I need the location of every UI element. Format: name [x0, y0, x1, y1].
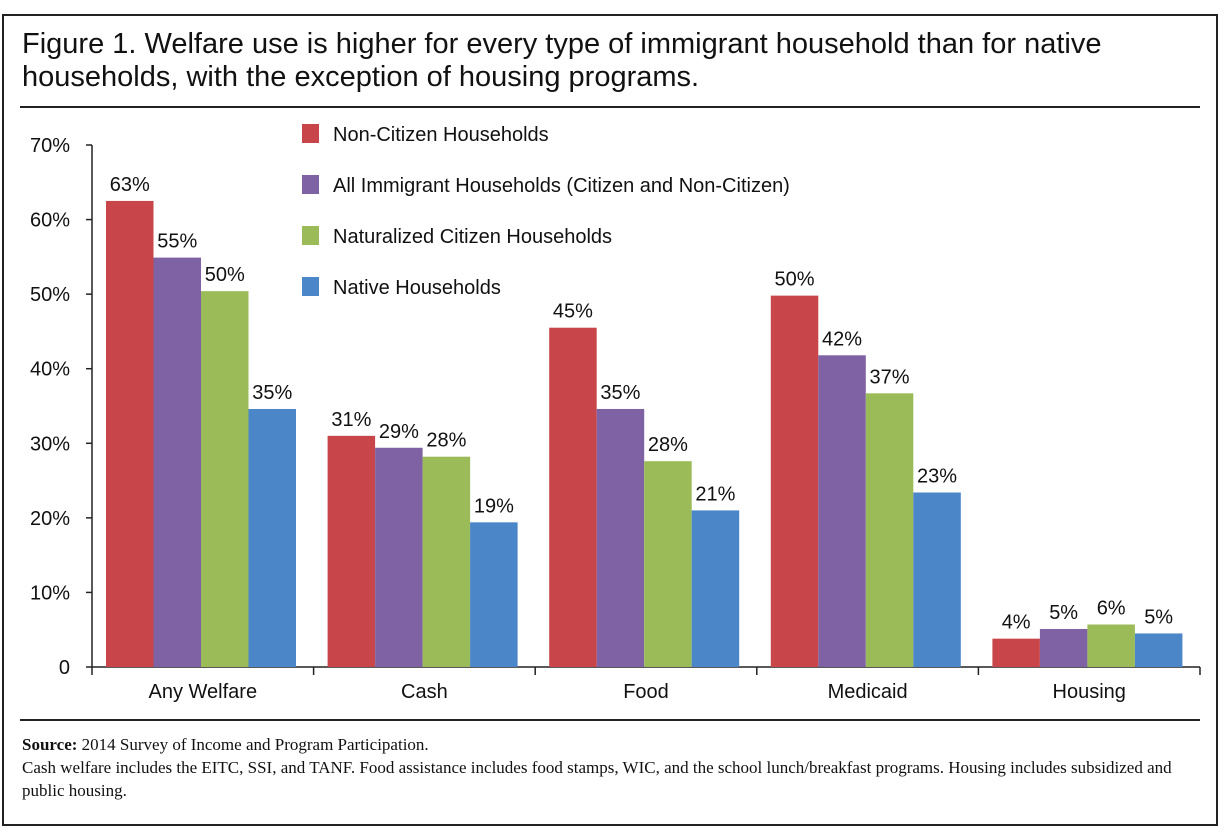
bar-value-label: 21% [695, 483, 735, 505]
legend-label: Non-Citizen Households [333, 124, 549, 146]
bar-value-label: 50% [205, 264, 245, 286]
bar [1087, 624, 1135, 667]
bar-value-label: 50% [775, 269, 815, 291]
bar-value-label: 6% [1097, 597, 1126, 619]
y-axis: 0 10% 20% 30% 40% 50% 60% 70% [30, 135, 93, 679]
legend-label: All Immigrant Households (Citizen and No… [333, 175, 790, 197]
bar [596, 408, 645, 667]
bar [106, 200, 154, 667]
bar [1134, 633, 1183, 667]
bar-value-label: 28% [426, 430, 466, 452]
bar [153, 257, 201, 667]
legend-swatch [302, 226, 319, 245]
y-tick-label: 30% [30, 433, 70, 455]
legend-label: Naturalized Citizen Households [333, 226, 612, 248]
bar [913, 492, 961, 667]
bar [422, 456, 471, 667]
source-label: Source: [22, 735, 78, 754]
source-rule [20, 719, 1200, 721]
x-axis: Any Welfare Cash Food Medicaid Housing [91, 666, 1201, 703]
y-tick-label: 50% [30, 284, 70, 306]
definitions-note: Cash welfare includes the EITC, SSI, and… [22, 758, 1172, 800]
legend-swatch [302, 124, 319, 143]
bar-labels: 63% 31% 45% 50% 4% 55% 29% 35% 42% 5% 50% 28% 28% 37%… [110, 174, 1174, 634]
bar-value-label: 31% [331, 409, 371, 431]
bar [992, 638, 1040, 667]
bar-chart: 0 10% 20% 30% 40% 50% 60% 70% Any Welfare Cash Fo… [30, 124, 1201, 703]
y-tick-label: 20% [30, 508, 70, 530]
legend-label: Native Households [333, 277, 501, 299]
bar-value-label: 5% [1049, 602, 1078, 624]
x-tick-label: Housing [1053, 681, 1126, 703]
bar-value-label: 55% [157, 231, 197, 253]
bar [818, 355, 866, 667]
bar [375, 447, 423, 667]
bar-value-label: 63% [110, 174, 150, 196]
bars [106, 200, 1183, 667]
bar [549, 327, 597, 667]
bar [644, 461, 692, 667]
x-tick-label: Medicaid [828, 681, 908, 703]
bar-value-label: 5% [1144, 606, 1173, 628]
bar [470, 522, 518, 667]
bar-value-label: 37% [870, 366, 910, 388]
y-tick-label: 10% [30, 582, 70, 604]
legend-swatch [302, 277, 319, 296]
figure-title: Figure 1. Welfare use is higher for ever… [22, 28, 1102, 93]
bar [1039, 628, 1088, 667]
y-tick-label: 0 [59, 657, 70, 679]
legend-swatch [302, 175, 319, 194]
x-tick-label: Any Welfare [149, 681, 258, 703]
bar [691, 510, 740, 667]
y-tick-label: 70% [30, 135, 70, 157]
bar [201, 291, 249, 667]
y-tick-label: 40% [30, 359, 70, 381]
bar-value-label: 28% [648, 434, 688, 456]
bar-value-label: 23% [917, 466, 957, 488]
bar [865, 393, 914, 667]
bar [248, 408, 296, 667]
source-note: Source: 2014 Survey of Income and Progra… [22, 733, 1202, 802]
bar-value-label: 4% [1002, 612, 1031, 634]
bar-value-label: 19% [474, 495, 514, 517]
bar-value-label: 45% [553, 301, 593, 323]
x-tick-label: Cash [401, 681, 448, 703]
bar-value-label: 35% [252, 382, 292, 404]
bar [327, 435, 376, 667]
title-rule [20, 106, 1200, 108]
bar-value-label: 29% [379, 421, 419, 443]
source-text: 2014 Survey of Income and Program Partic… [81, 735, 429, 754]
bar-value-label: 42% [822, 328, 862, 350]
x-tick-label: Food [623, 681, 669, 703]
y-tick-label: 60% [30, 210, 70, 232]
bar-value-label: 35% [600, 382, 640, 404]
legend: Non-Citizen Households All Immigrant Hous… [302, 124, 790, 299]
bar [770, 295, 819, 667]
